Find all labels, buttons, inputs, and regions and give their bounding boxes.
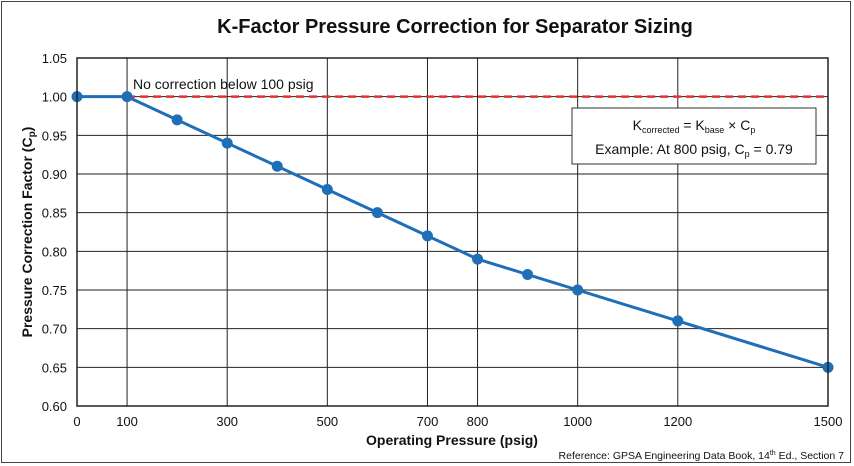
data-point [371, 207, 383, 219]
data-point [321, 183, 333, 195]
y-tick-label: 0.70 [42, 322, 67, 337]
y-tick-label: 1.05 [42, 51, 67, 66]
series-points [71, 91, 834, 373]
chart-title: K-Factor Pressure Correction for Separat… [217, 16, 693, 38]
x-tick-label: 100 [116, 414, 138, 429]
x-tick-label: 800 [467, 414, 489, 429]
y-tick-label: 0.60 [42, 399, 67, 414]
y-tick-label: 1.00 [42, 90, 67, 105]
data-point [421, 230, 433, 242]
y-tick-label: 0.90 [42, 167, 67, 182]
plot-area [76, 57, 829, 407]
data-point [221, 137, 233, 149]
x-tick-label: 1500 [814, 414, 843, 429]
y-axis-label: Pressure Correction Factor (Cp) [19, 127, 38, 338]
y-tick-label: 0.75 [42, 283, 67, 298]
formula-text: Kcorrected = Kbase × Cp [633, 117, 756, 135]
tick-labels: 0.60 0.65 0.70 0.75 0.80 0.85 0.90 0.95 1.00 1.05… [42, 51, 843, 429]
y-tick-label: 0.85 [42, 206, 67, 221]
x-tick-label: 500 [316, 414, 338, 429]
y-tick-label: 0.95 [42, 128, 67, 143]
data-point [271, 160, 283, 172]
x-tick-label: 0 [73, 414, 80, 429]
data-point [171, 114, 183, 126]
x-tick-label: 1000 [563, 414, 592, 429]
data-point [672, 315, 684, 327]
x-tick-label: 700 [417, 414, 439, 429]
y-tick-label: 0.65 [42, 360, 67, 375]
data-point [472, 253, 484, 265]
example-text: Example: At 800 psig, Cp = 0.79 [595, 141, 793, 159]
data-point [121, 91, 133, 103]
reference-note: Reference: GPSA Engineering Data Book, 1… [559, 450, 845, 462]
annotation-no-correction: No correction below 100 psig [133, 76, 314, 92]
data-point [522, 269, 534, 281]
x-axis-label: Operating Pressure (psig) [366, 432, 538, 448]
data-point [572, 284, 584, 296]
y-tick-label: 0.80 [42, 244, 67, 259]
x-tick-label: 1200 [663, 414, 692, 429]
formula-box [571, 107, 817, 165]
x-tick-label: 300 [216, 414, 238, 429]
